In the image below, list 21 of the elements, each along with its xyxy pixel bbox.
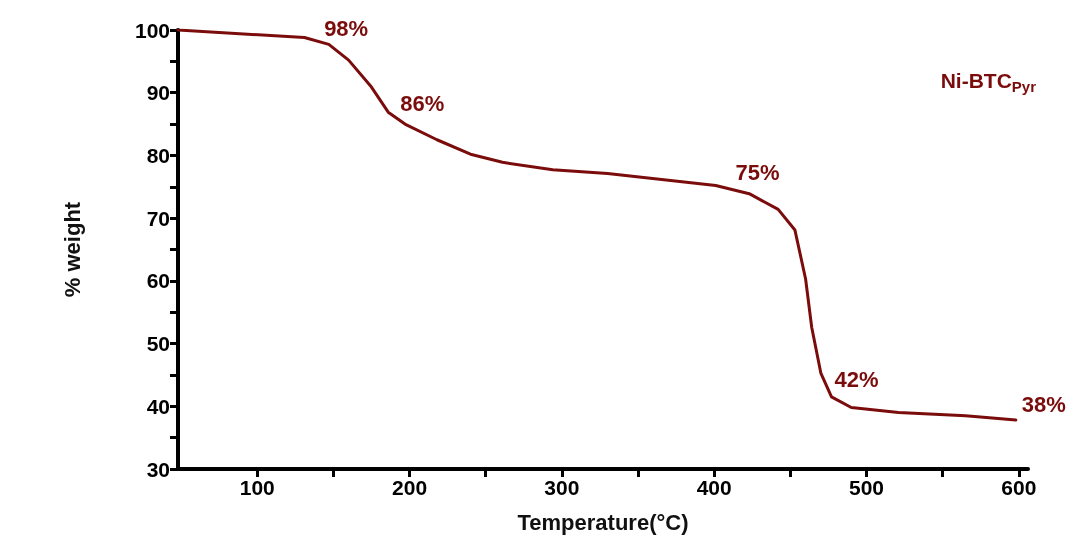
- y-tick-label: 100: [134, 18, 170, 42]
- y-tick-label: 90: [146, 81, 170, 105]
- x-tick-label: 500: [849, 476, 885, 499]
- x-tick-label: 200: [392, 476, 428, 499]
- annotation: 98%: [324, 16, 369, 42]
- y-tick-label: 40: [146, 394, 170, 418]
- x-tick-label: 100: [239, 476, 275, 499]
- annotation: 42%: [834, 367, 879, 393]
- x-tick-label: 400: [696, 476, 732, 499]
- y-tick-label: 30: [146, 457, 170, 481]
- y-tick-label: 60: [146, 269, 170, 293]
- annotation: 75%: [735, 160, 780, 186]
- y-tick-label: 80: [146, 143, 170, 167]
- annotation: 86%: [400, 91, 445, 117]
- annotation: 38%: [1021, 392, 1066, 418]
- y-tick-label: 70: [146, 206, 170, 230]
- x-axis-title: Temperature(°C): [517, 509, 689, 535]
- x-tick-label: 300: [544, 476, 580, 499]
- x-tick-label: 600: [1001, 476, 1037, 499]
- y-tick-label: 50: [146, 332, 170, 356]
- y-axis-title: % weight: [59, 201, 85, 298]
